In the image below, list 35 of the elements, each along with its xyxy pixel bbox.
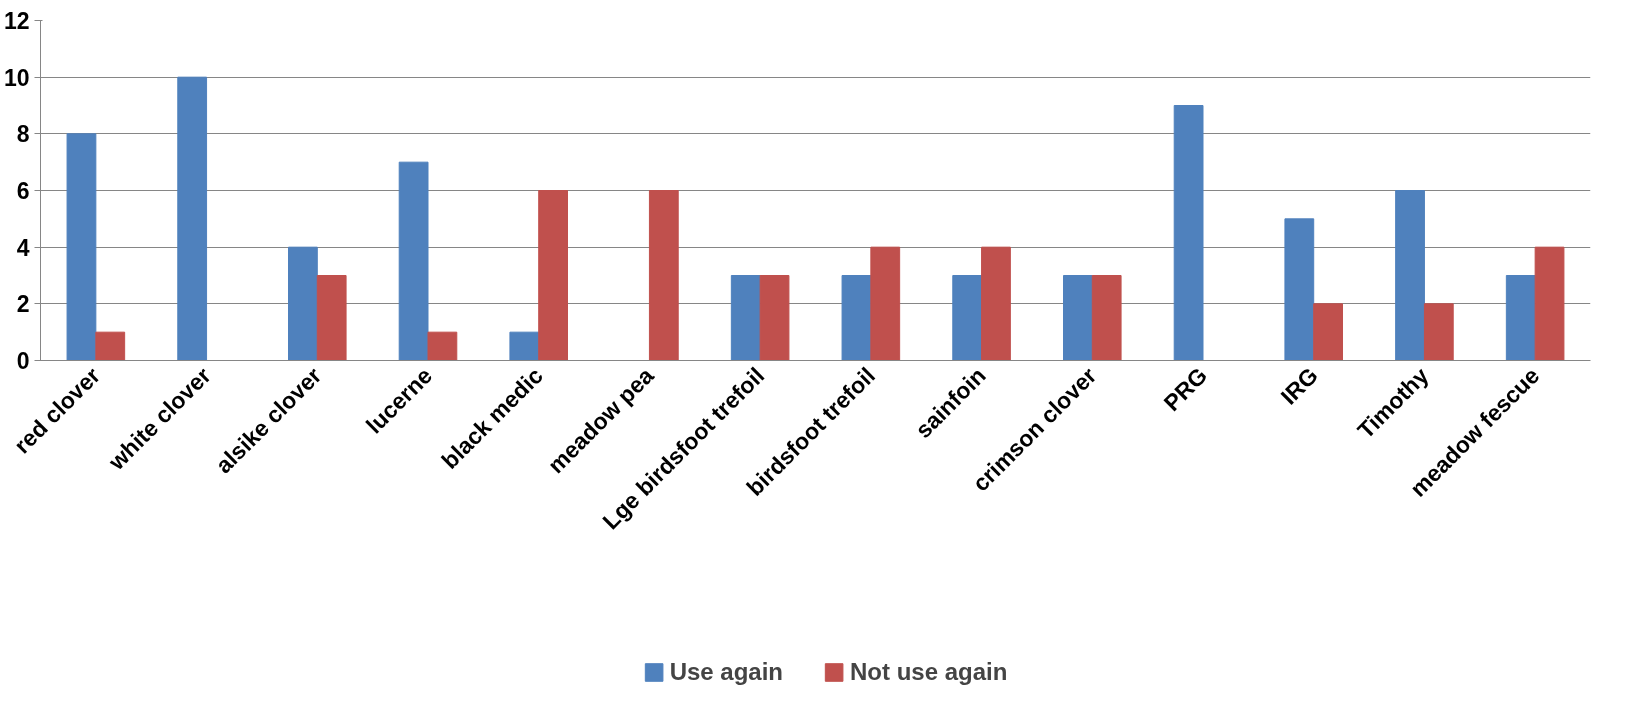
bar: [509, 331, 540, 361]
bar: [952, 275, 983, 361]
y-tick-label: 8: [16, 121, 30, 148]
y-tick-label: 10: [3, 64, 30, 91]
y-tick-label: 2: [16, 291, 30, 318]
bar: [730, 275, 761, 361]
bar: [538, 190, 568, 361]
bar: [1284, 218, 1315, 361]
bar: [427, 331, 458, 361]
bar: [1313, 303, 1343, 361]
bar: [1534, 246, 1565, 361]
y-tick-label: 6: [16, 178, 30, 204]
bar: [981, 246, 1011, 361]
bar: [1505, 275, 1536, 361]
bar: [870, 246, 901, 361]
bar: [1091, 275, 1122, 361]
bar: [1423, 303, 1454, 361]
bar: [648, 190, 679, 361]
x-tick-label: IRG: [1275, 362, 1323, 410]
bar: [1173, 105, 1204, 361]
bar: [841, 275, 872, 361]
legend-label: Not use again: [850, 658, 1008, 686]
bar: [288, 246, 318, 361]
bar: [398, 161, 429, 361]
y-tick-label: 4: [16, 234, 30, 261]
bar: [1395, 190, 1425, 361]
bar: [316, 275, 347, 361]
bar: [177, 76, 208, 361]
legend-label: Use again: [669, 658, 784, 686]
bar: [1063, 275, 1093, 361]
bar: [95, 331, 126, 361]
bar: [759, 275, 790, 361]
bar: [66, 133, 97, 361]
y-tick-label: 12: [3, 8, 30, 34]
y-tick-label: 0: [16, 348, 30, 374]
